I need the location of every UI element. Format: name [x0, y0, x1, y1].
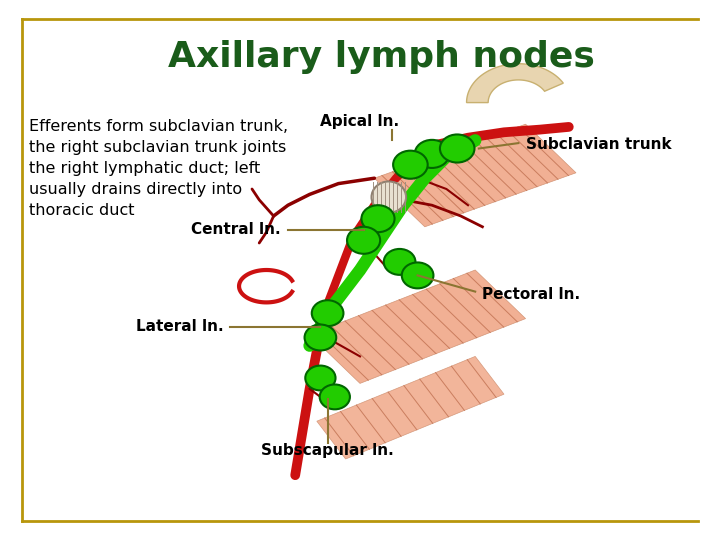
- Polygon shape: [467, 64, 563, 103]
- Ellipse shape: [402, 262, 433, 288]
- Text: Axillary lymph nodes: Axillary lymph nodes: [168, 40, 595, 73]
- Text: Subscapular ln.: Subscapular ln.: [261, 443, 394, 458]
- Ellipse shape: [372, 181, 406, 213]
- Text: Apical ln.: Apical ln.: [320, 114, 400, 129]
- Text: Central ln.: Central ln.: [192, 222, 281, 237]
- Text: Pectoral ln.: Pectoral ln.: [482, 287, 580, 302]
- Polygon shape: [310, 270, 526, 383]
- Text: Lateral ln.: Lateral ln.: [135, 319, 223, 334]
- Ellipse shape: [384, 249, 415, 275]
- Ellipse shape: [305, 366, 336, 390]
- Ellipse shape: [415, 140, 449, 168]
- Ellipse shape: [440, 134, 474, 163]
- Ellipse shape: [305, 325, 336, 350]
- Ellipse shape: [312, 300, 343, 326]
- Ellipse shape: [361, 205, 395, 232]
- Polygon shape: [374, 124, 576, 227]
- Ellipse shape: [320, 384, 350, 409]
- Ellipse shape: [393, 151, 428, 179]
- Ellipse shape: [347, 227, 380, 254]
- Text: Efferents form subclavian trunk,
the right subclavian trunk joints
the right lym: Efferents form subclavian trunk, the rig…: [29, 119, 288, 218]
- Text: Subclavian trunk: Subclavian trunk: [526, 137, 671, 152]
- Polygon shape: [317, 356, 504, 459]
